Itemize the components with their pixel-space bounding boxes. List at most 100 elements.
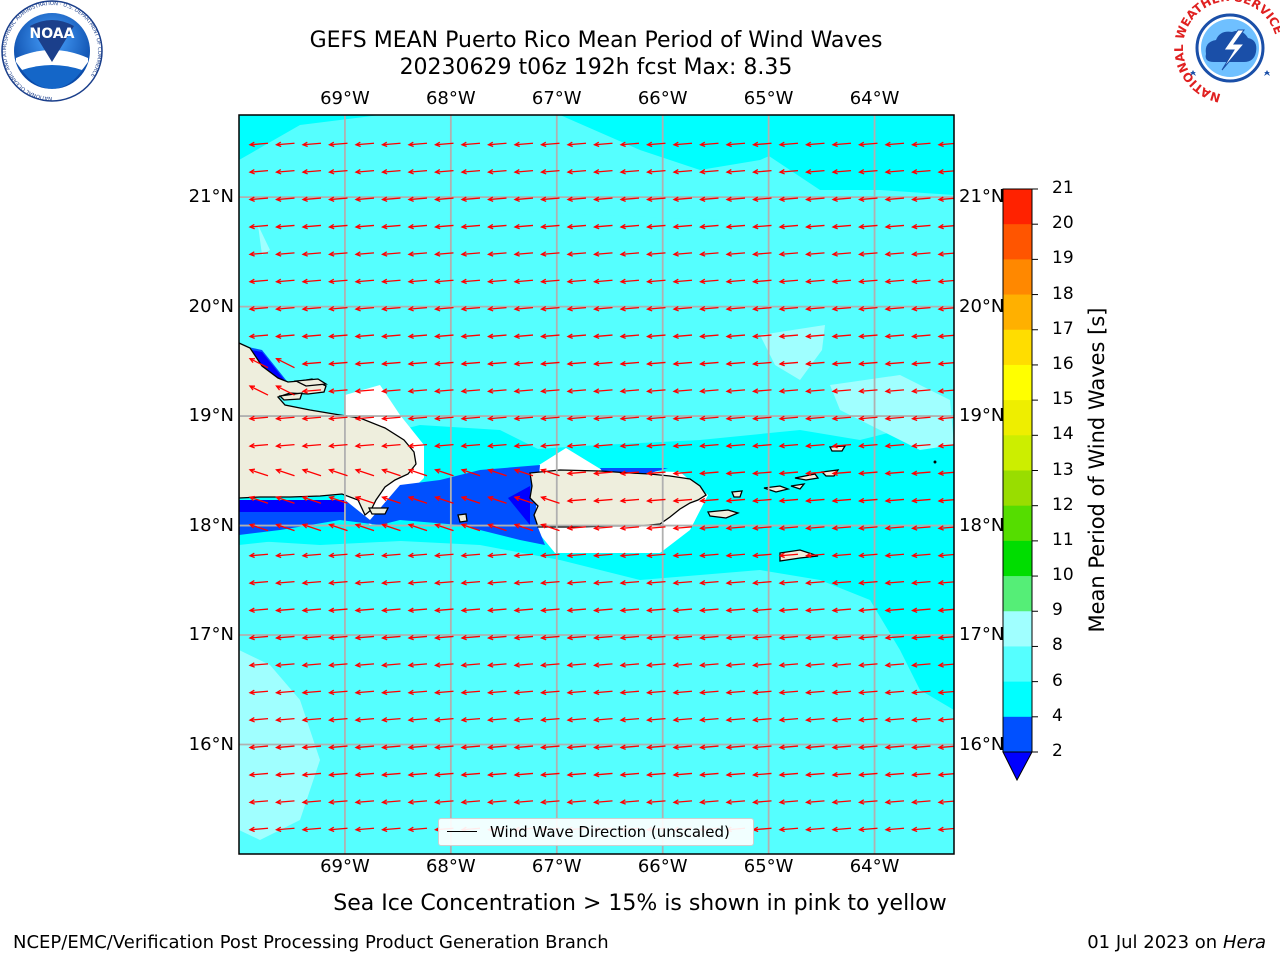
wave-direction-arrow [275,251,295,257]
wave-direction-arrow [911,388,931,394]
wave-direction-arrow [831,662,852,668]
colorbar-tick-label: 6 [1052,670,1063,691]
lat-tick-label-left: 20°N [188,295,234,317]
landmass-saona [367,507,390,515]
wave-direction-arrow [540,223,560,230]
wave-direction-arrow [884,141,905,148]
graticule [239,115,954,854]
wave-direction-arrow [699,525,719,531]
wave-direction-arrow [460,717,481,723]
wave-direction-arrow [275,607,295,613]
wave-direction-arrow [831,689,852,696]
wave-direction-arrow [540,607,560,613]
wave-direction-arrow [566,662,587,668]
wave-direction-arrow [752,141,772,148]
wave-direction-arrow [593,169,613,175]
wave-direction-arrow [831,552,852,559]
wave-direction-arrow [248,468,269,477]
wave-direction-arrow [884,169,905,175]
wave-direction-arrow [434,634,454,641]
wave-direction-arrow [619,360,640,367]
wave-direction-arrow [513,744,534,750]
wave-direction-arrow [566,470,587,476]
wave-direction-arrow [460,360,481,367]
colorbar [1002,188,1038,782]
wave-direction-arrow [487,278,507,285]
wave-direction-arrow [725,388,746,394]
wave-direction-arrow [699,333,719,339]
wave-direction-arrow [911,771,931,778]
wave-direction-arrow [460,388,481,394]
wave-direction-arrow [884,306,905,312]
wave-direction-arrow [619,689,640,696]
wave-direction-arrow [858,662,878,668]
wave-direction-arrow [593,689,613,696]
wave-direction-arrow [752,689,772,696]
wave-direction-arrow [858,223,878,230]
wave-direction-arrow [672,580,693,586]
wave-direction-arrow [805,333,825,339]
wave-direction-arrow [752,799,772,805]
wave-direction-arrow [354,771,375,778]
lat-tick-label-left: 16°N [188,733,234,755]
wave-direction-arrow [752,525,772,531]
wave-direction-arrow [672,278,693,285]
wave-direction-arrow [805,580,825,586]
wave-direction-arrow [831,497,852,504]
lon-tick-label-bottom: 64°W [849,856,900,877]
colorbar-segment [1003,716,1032,753]
wave-direction-arrow [725,744,746,750]
wave-direction-arrow [566,415,587,422]
wave-direction-arrow [328,443,348,449]
wave-direction-arrow [699,662,719,668]
wave-direction-arrow [328,744,348,750]
wave-direction-arrow [513,689,534,696]
wave-direction-arrow [275,552,295,559]
wave-direction-arrow [911,744,931,750]
wave-direction-arrow [778,717,799,723]
wave-direction-arrow [805,306,825,312]
wave-direction-arrow [646,251,666,257]
wave-direction-arrow [248,607,269,613]
wave-direction-arrow [646,525,666,531]
wave-direction-arrow [831,799,852,805]
wave-direction-arrow [328,523,348,532]
wave-direction-arrow [540,799,560,805]
wave-direction-arrow [566,169,587,175]
wave-direction-arrow [540,717,560,723]
wave-direction-arrow [805,607,825,613]
wave-direction-arrow [699,443,719,449]
wave-direction-arrow [831,251,852,257]
wave-direction-arrow [513,495,534,504]
wave-direction-arrow [407,662,428,668]
wave-direction-arrow [566,333,587,339]
wave-direction-arrow [301,744,322,750]
wave-direction-arrow [884,634,905,641]
wave-direction-arrow [301,634,322,641]
wave-direction-arrow [407,141,428,148]
wave-direction-arrow [434,278,454,285]
wave-direction-arrow [778,306,799,312]
wave-direction-arrow [540,388,560,394]
lon-tick-label-bottom: 66°W [637,856,688,877]
wave-direction-arrow [672,223,693,230]
wave-direction-arrow [752,717,772,723]
wave-direction-arrow [487,771,507,778]
wave-direction-arrow [805,552,825,559]
wave-direction-arrow [354,634,375,641]
wave-direction-arrow [381,415,401,422]
wave-direction-arrow [566,552,587,559]
wave-direction-arrow [593,223,613,230]
wave-direction-arrow [381,662,401,668]
wave-direction-arrow [540,196,560,202]
wave-direction-arrow [805,826,825,833]
wave-direction-arrow [805,689,825,696]
wave-direction-arrow [381,580,401,586]
wave-direction-arrow [328,634,348,641]
wave-direction-arrow [858,497,878,504]
wave-direction-arrow [593,388,613,394]
wave-direction-arrow [672,388,693,394]
wave-direction-arrow [275,468,295,477]
wave-direction-arrow [884,826,905,833]
wave-direction-arrow [778,497,799,504]
